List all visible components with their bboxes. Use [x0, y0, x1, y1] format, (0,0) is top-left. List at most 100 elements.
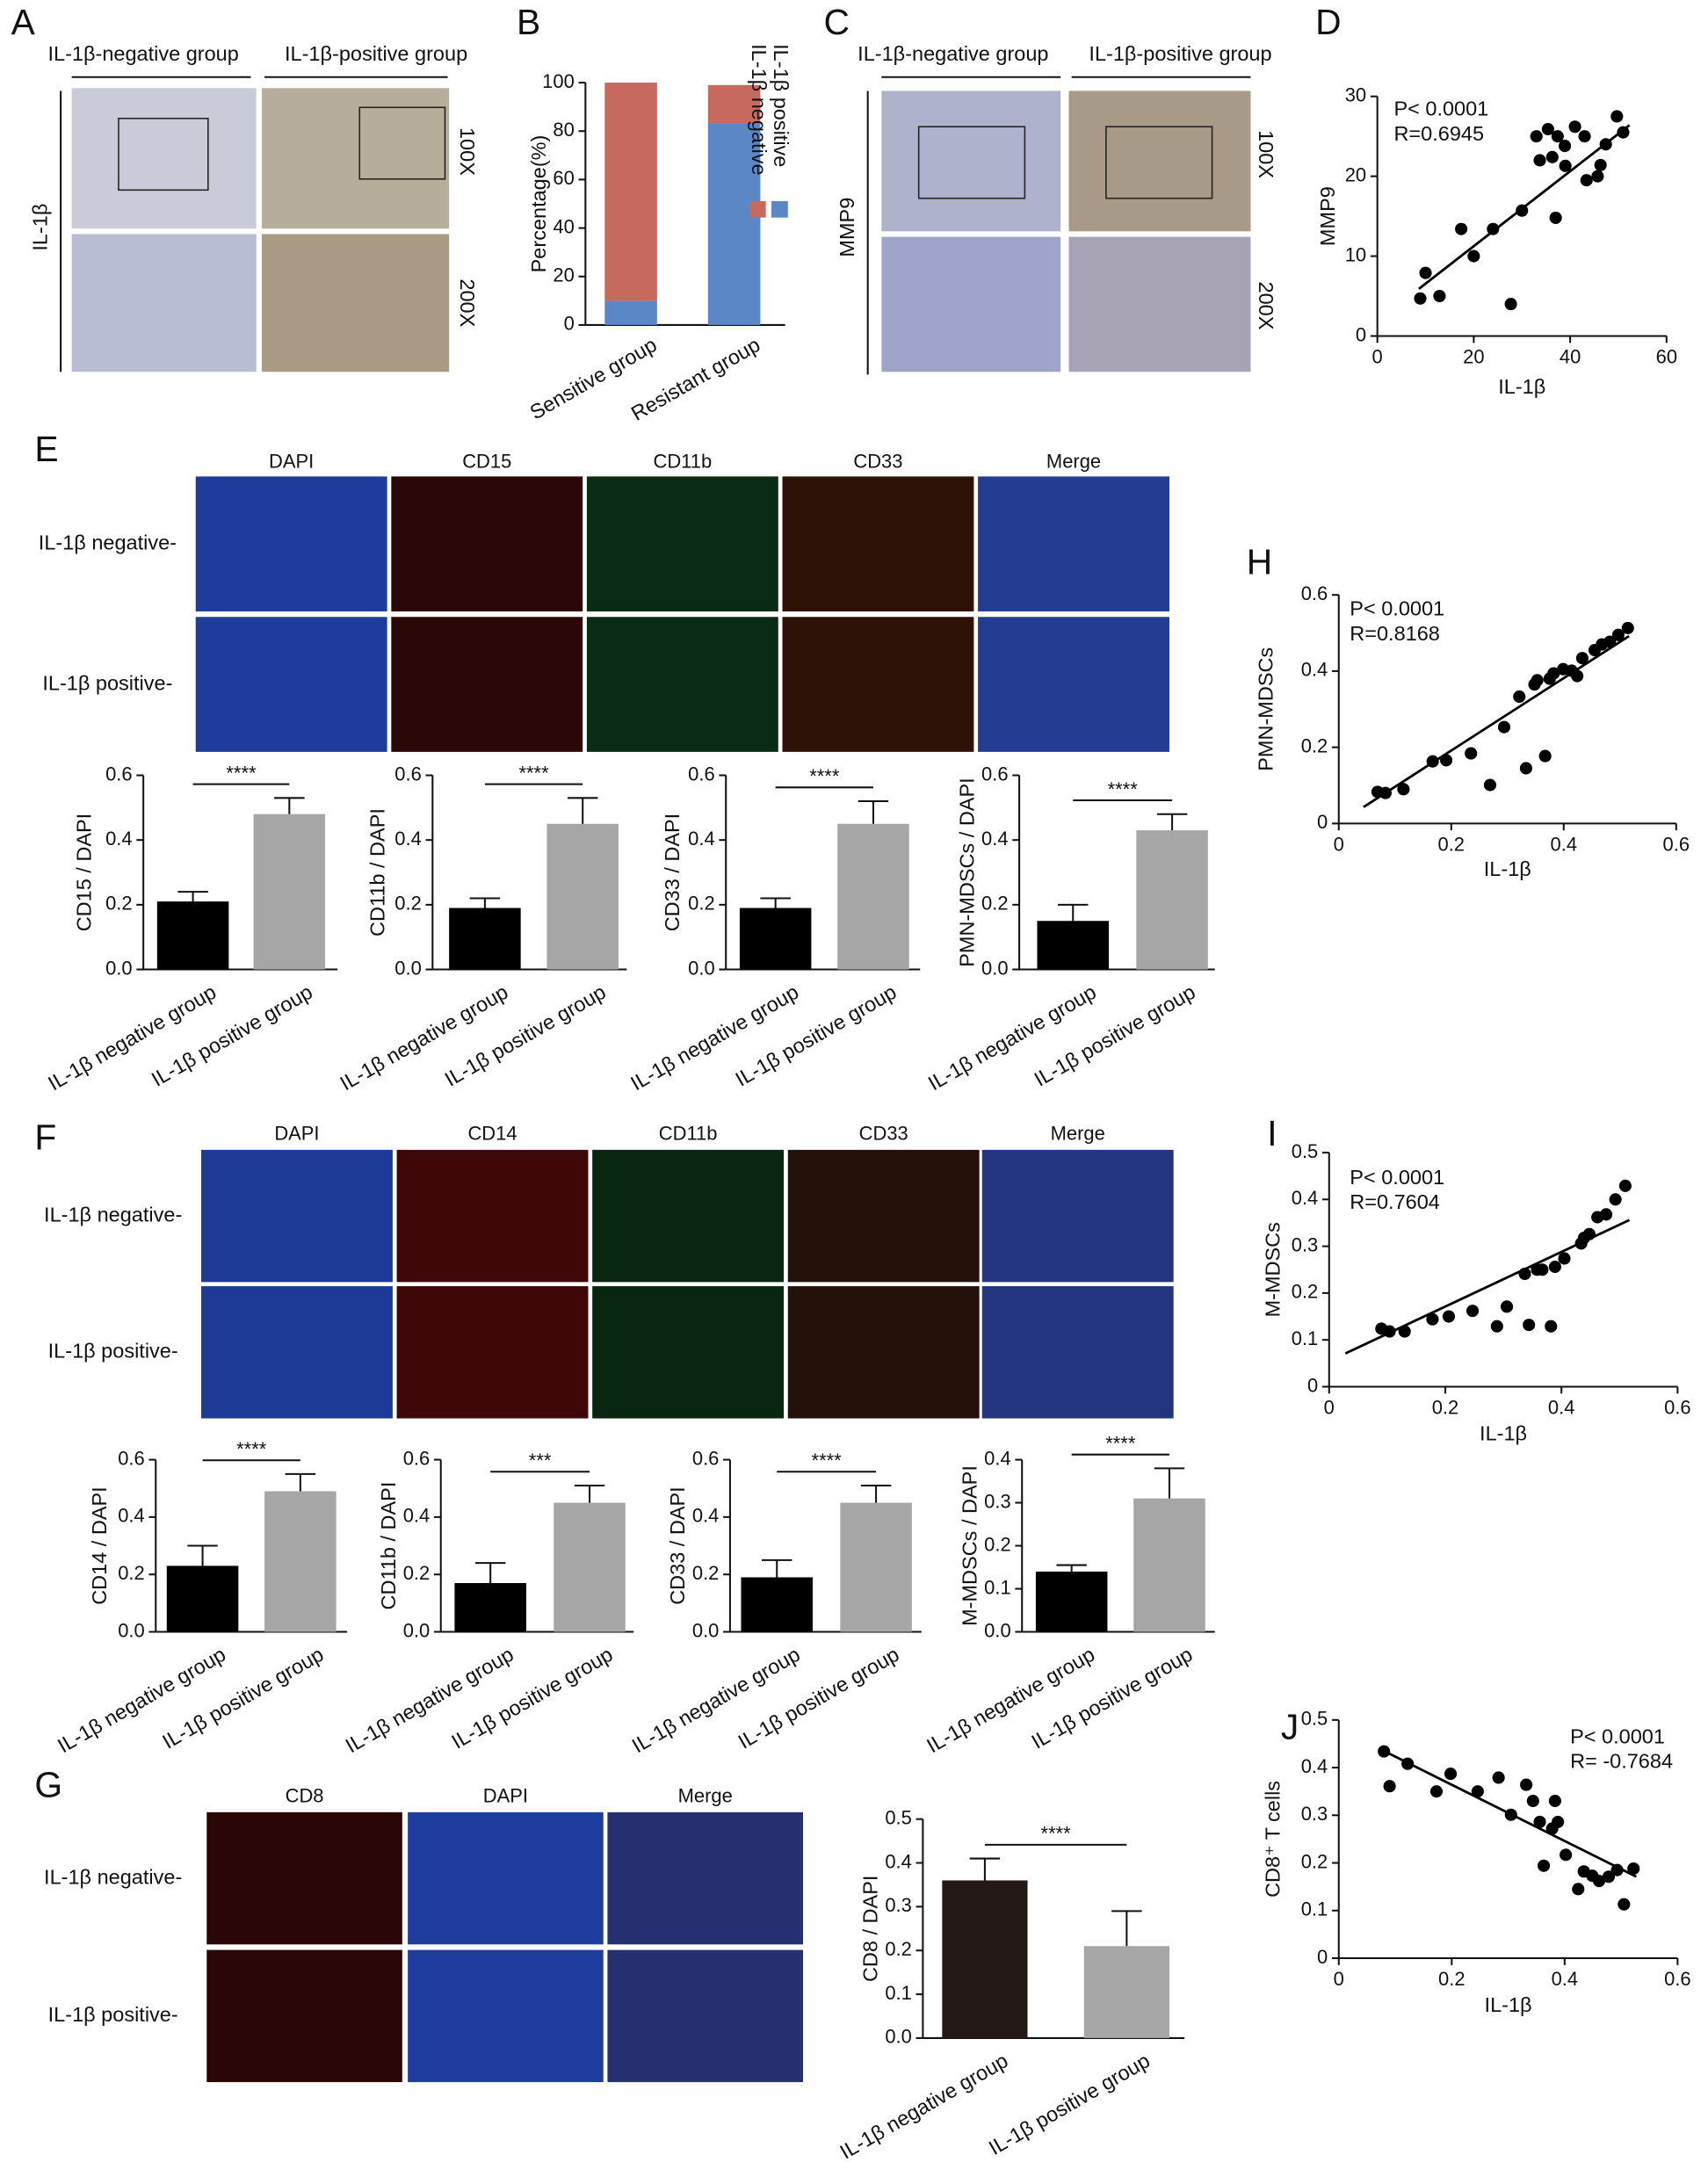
- scatter-point: [1591, 170, 1604, 183]
- scatter-point: [1552, 1815, 1565, 1828]
- y-axis-label: Percentage(%): [527, 135, 550, 273]
- bar-segment: [604, 83, 657, 301]
- fluorescence-image: [592, 1286, 785, 1419]
- channel-label: CD33: [859, 1122, 908, 1144]
- fluorescence-image: [978, 617, 1169, 752]
- scatter-point: [1465, 747, 1478, 760]
- scatter-point: [1571, 669, 1584, 683]
- micrograph: [71, 234, 257, 372]
- y-tick-label: 0.2: [105, 893, 133, 915]
- chart: 0.0 0.2 0.4 0.6 CD15 / DAPI IL-1β negative gr…: [44, 762, 338, 1095]
- panel-letter: I: [1267, 1113, 1277, 1153]
- y-tick-label: 0.5: [1301, 1708, 1328, 1730]
- scatter-point: [1444, 1768, 1458, 1781]
- scatter-point: [1578, 130, 1591, 143]
- x-tick-label: IL-1β positive group: [158, 1643, 327, 1753]
- fluorescence-image: [200, 1149, 393, 1283]
- panel-letter: B: [517, 2, 540, 42]
- scatter-point: [1520, 1778, 1533, 1791]
- y-tick-label: 0.2: [403, 1562, 431, 1584]
- y-tick-label: 0.3: [1292, 1233, 1318, 1255]
- scatter-point: [1533, 1815, 1546, 1828]
- x-axis-label: IL-1β: [1498, 375, 1545, 398]
- scatter-point: [1439, 754, 1453, 767]
- y-tick-label: 0: [1356, 323, 1366, 345]
- bar: [554, 1502, 626, 1632]
- scatter-point: [1487, 222, 1500, 235]
- scatter-point: [1500, 1300, 1514, 1313]
- bar: [546, 823, 619, 970]
- y-tick-label: 0.2: [1301, 734, 1328, 756]
- significance: ****: [1108, 778, 1139, 800]
- panel-letter: F: [34, 1117, 56, 1158]
- micrograph: [1068, 90, 1251, 232]
- fluorescence-image: [408, 1811, 604, 1945]
- x-tick-label: IL-1β positive group: [148, 980, 316, 1091]
- panel-letter: H: [1247, 541, 1272, 582]
- x-tick-label: 0.2: [1432, 1396, 1459, 1418]
- y-tick-label: 0.2: [1292, 1281, 1318, 1303]
- fluorescence-image: [782, 476, 974, 611]
- y-tick-label: 0.0: [692, 1619, 719, 1641]
- scatter-point: [1610, 1863, 1624, 1876]
- y-axis-label: CD8⁺ T cells: [1261, 1781, 1284, 1898]
- scatter-point: [1580, 174, 1593, 187]
- bar-segment: [707, 84, 761, 124]
- y-tick-label: 0: [1317, 1946, 1328, 1968]
- scatter-point: [1551, 130, 1564, 143]
- magnification: 100X: [1255, 130, 1277, 178]
- fluorescence-image: [586, 617, 778, 752]
- scatter-point: [1536, 1263, 1549, 1276]
- fluorescence-image: [195, 617, 387, 752]
- x-tick-label: IL-1β negative group: [336, 980, 511, 1095]
- bar: [741, 1577, 813, 1632]
- scatter-point: [1442, 1310, 1456, 1323]
- scatter-point: [1397, 783, 1410, 796]
- scatter-point: [1618, 1179, 1632, 1192]
- y-tick-label: 0: [1317, 811, 1328, 833]
- significance: ****: [518, 762, 549, 784]
- annotation: P< 0.0001: [1393, 98, 1488, 120]
- scatter-point: [1545, 1320, 1558, 1333]
- fluorescence-image: [195, 476, 387, 611]
- y-tick-label: 40: [553, 215, 574, 237]
- scatter-point: [1582, 1227, 1596, 1240]
- row-label: IL-1β negative-: [44, 1203, 182, 1226]
- y-tick-label: 0.0: [981, 957, 1008, 979]
- x-tick-label: 60: [1656, 345, 1677, 367]
- scatter-point: [1455, 222, 1468, 235]
- fluorescence-image: [607, 1811, 804, 1945]
- annotation: R= -0.7684: [1570, 1750, 1673, 1773]
- scatter-point: [1610, 110, 1624, 123]
- scatter-point: [1618, 1898, 1631, 1911]
- y-tick-label: 20: [553, 264, 574, 286]
- y-tick-label: 0.6: [403, 1447, 431, 1469]
- bar: [942, 1880, 1028, 2038]
- significance: ***: [529, 1450, 552, 1471]
- fluorescence-image: [391, 617, 583, 752]
- scatter-point: [1466, 1305, 1480, 1318]
- scatter-point: [1518, 1267, 1531, 1281]
- row-label: IL-1β negative-: [44, 1865, 182, 1888]
- y-axis-label: CD33 / DAPI: [666, 1486, 689, 1605]
- scatter-point: [1516, 204, 1529, 217]
- bar: [253, 813, 326, 970]
- x-tick-label: IL-1β negative group: [54, 1643, 229, 1758]
- scatter-point: [1545, 150, 1559, 163]
- y-tick-label: 30: [1345, 84, 1366, 106]
- scatter-point: [1592, 1875, 1606, 1888]
- channel-label: CD14: [467, 1122, 517, 1144]
- row-label: IL-1β positive-: [48, 2003, 178, 2026]
- x-tick-label: IL-1β positive group: [441, 980, 610, 1091]
- y-axis-label: M-MDSCs: [1261, 1222, 1284, 1317]
- scatter-point: [1600, 1208, 1613, 1221]
- chart: 0.0 0.2 0.4 0.6 CD33 / DAPI IL-1β negative gr…: [626, 763, 921, 1095]
- y-axis-label: CD11b / DAPI: [365, 808, 388, 936]
- x-tick-label: IL-1β negative group: [626, 980, 802, 1095]
- y-tick-label: 0.0: [118, 1619, 145, 1641]
- y-tick-label: 0.4: [394, 828, 422, 850]
- scatter-point: [1433, 289, 1446, 303]
- significance: ****: [809, 765, 840, 787]
